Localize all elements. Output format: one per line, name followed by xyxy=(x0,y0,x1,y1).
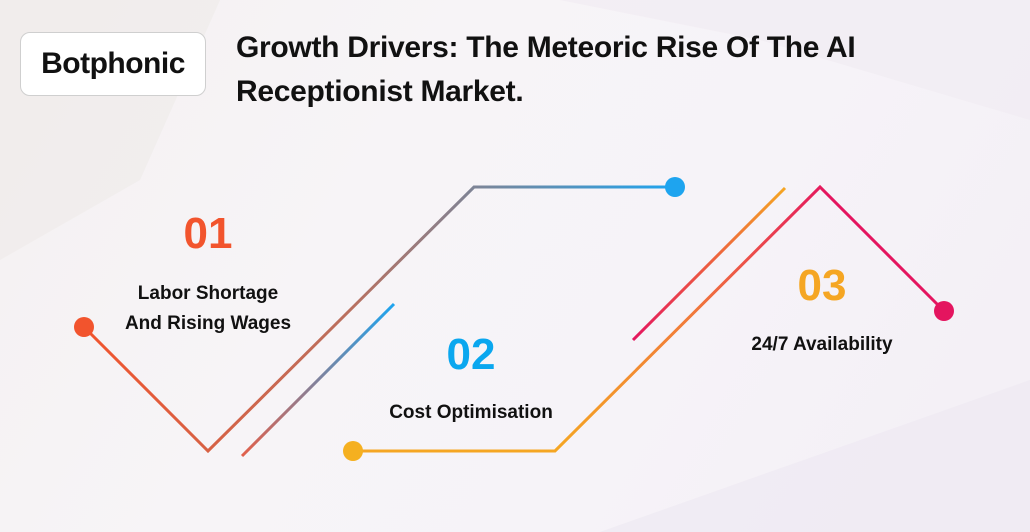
step-number-03: 03 xyxy=(797,261,847,310)
step-label-02: Cost Optimisation xyxy=(389,402,553,423)
node-dot-01 xyxy=(74,317,94,337)
step-label-01-line1: Labor Shortage xyxy=(137,283,279,304)
node-dot-03 xyxy=(934,301,954,321)
brand-logo: Botphonic xyxy=(20,32,206,96)
connector-line-02 xyxy=(353,184,946,453)
step-label-03: 24/7 Availability xyxy=(751,334,893,355)
step-number-02: 02 xyxy=(446,330,496,379)
connector-line-01 xyxy=(82,185,675,454)
node-dot-02 xyxy=(343,441,363,461)
page-title: Growth Drivers: The Meteoric Rise Of The… xyxy=(236,31,856,108)
accent-line-01 xyxy=(240,302,396,458)
step-number-01: 01 xyxy=(183,209,233,258)
accent-line-03 xyxy=(631,186,787,342)
step-label-01: Labor Shortage And Rising Wages xyxy=(78,279,338,339)
brand-logo-text: Botphonic xyxy=(41,47,185,80)
step-label-01-line2: And Rising Wages xyxy=(124,313,292,334)
node-dot-blue-end xyxy=(665,177,685,197)
